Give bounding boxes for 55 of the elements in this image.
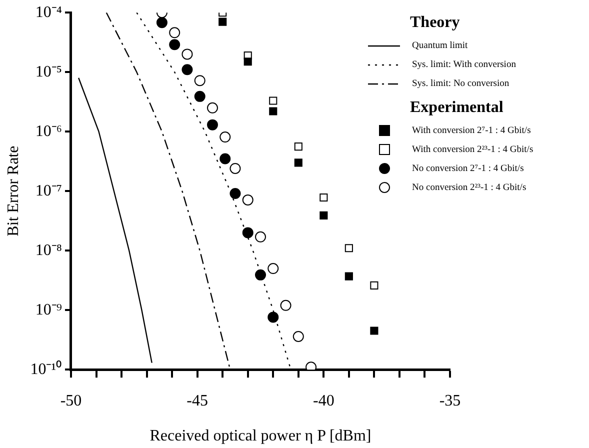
point bbox=[344, 272, 353, 280]
point bbox=[206, 102, 218, 114]
x-tick-label: -35 bbox=[439, 392, 461, 410]
y-tick-label: 10⁻⁹ bbox=[35, 301, 62, 318]
point bbox=[294, 158, 302, 167]
point bbox=[320, 211, 328, 220]
point bbox=[280, 300, 292, 311]
legend-label: No conversion 2⁷-1 : 4 Gbit/s bbox=[412, 164, 524, 174]
y-tick-label: 10⁻⁸ bbox=[35, 242, 62, 259]
point bbox=[320, 193, 328, 202]
annotation: Experimental bbox=[410, 99, 504, 117]
x-tick-label: -45 bbox=[186, 392, 208, 410]
y-tick-label: 10⁻⁵ bbox=[35, 63, 62, 80]
point bbox=[194, 90, 206, 102]
legend-title: Theory bbox=[410, 14, 461, 32]
y-tick-label: 10⁻¹⁰ bbox=[30, 360, 62, 378]
point bbox=[242, 194, 254, 206]
point bbox=[218, 18, 227, 26]
point bbox=[206, 119, 218, 130]
point bbox=[268, 312, 279, 323]
legend-label: Sys. limit: No conversion bbox=[412, 78, 510, 88]
point bbox=[269, 107, 278, 116]
x-tick-label: -40 bbox=[313, 392, 334, 410]
point bbox=[169, 39, 180, 50]
y-axis-title: Bit Error Rate bbox=[4, 146, 22, 236]
legend-label: Quantum limit bbox=[412, 40, 468, 50]
point bbox=[182, 48, 193, 60]
point bbox=[370, 326, 378, 335]
point bbox=[156, 17, 168, 28]
point bbox=[182, 64, 193, 76]
point bbox=[220, 153, 231, 164]
point bbox=[255, 231, 266, 242]
point bbox=[194, 75, 206, 86]
point bbox=[269, 96, 278, 105]
y-tick-label: 10⁻⁴ bbox=[35, 4, 62, 21]
point bbox=[244, 58, 252, 66]
x-tick-label: -50 bbox=[60, 392, 82, 410]
legend-label: Sys. limit: With conversion bbox=[412, 60, 516, 70]
x-axis-title: Received optical power η P [dBm] bbox=[150, 428, 372, 445]
point bbox=[230, 188, 241, 200]
point bbox=[344, 244, 353, 252]
legend-label: With conversion 2⁷-1 : 4 Gbit/s bbox=[412, 126, 531, 136]
point bbox=[230, 162, 241, 174]
legend-label: With conversion 2²³-1 : 4 Gbit/s bbox=[412, 144, 534, 154]
point bbox=[294, 142, 302, 151]
y-tick-label: 10⁻⁶ bbox=[35, 122, 62, 140]
point bbox=[268, 263, 279, 274]
point bbox=[220, 132, 231, 143]
point bbox=[370, 281, 378, 290]
y-tick-label: 10⁻⁷ bbox=[35, 182, 62, 200]
legend-label: No conversion 2²³-1 : 4 Gbit/s bbox=[412, 182, 526, 192]
point bbox=[292, 331, 304, 342]
point bbox=[255, 269, 266, 280]
point bbox=[242, 227, 254, 238]
point bbox=[169, 27, 180, 38]
